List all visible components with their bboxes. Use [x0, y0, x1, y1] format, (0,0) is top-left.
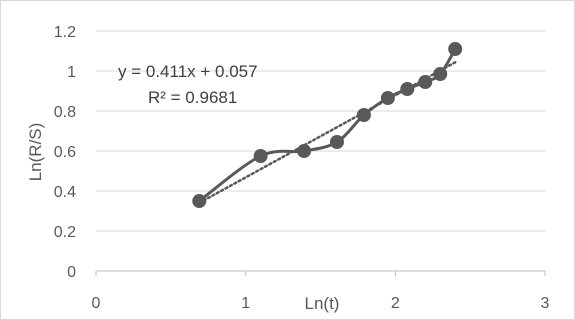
- x-tick-labels: 0 1 2 3: [92, 295, 550, 312]
- data-point: [433, 67, 448, 81]
- data-point: [356, 108, 371, 122]
- data-point: [192, 194, 207, 208]
- series-layer: [192, 42, 463, 208]
- trendline-layer: [198, 61, 457, 205]
- x-tick-label: 2: [391, 295, 400, 312]
- y-tick-label: 0: [67, 264, 76, 281]
- series-line: [197, 47, 457, 203]
- y-tick-label: 0.6: [54, 144, 76, 161]
- y-tick-label: 1.2: [54, 24, 76, 41]
- y-axis-title: Ln(R/S): [26, 123, 45, 182]
- data-point: [418, 75, 433, 89]
- r-squared-label: R² = 0.9681: [148, 88, 237, 107]
- y-tick-label: 1: [67, 64, 76, 81]
- y-tick-labels: 0 0.2 0.4 0.6 0.8 1 1.2: [54, 24, 76, 281]
- data-point: [329, 135, 344, 149]
- x-axis-title: Ln(t): [305, 294, 340, 313]
- data-point: [400, 82, 415, 96]
- x-tick-label: 0: [92, 295, 101, 312]
- trendline-equation: y = 0.411x + 0.057: [118, 62, 258, 81]
- data-point: [297, 144, 312, 158]
- data-point: [380, 91, 395, 105]
- y-tick-label: 0.2: [54, 224, 76, 241]
- trendline: [198, 61, 457, 205]
- data-point: [448, 42, 463, 56]
- y-tick-label: 0.4: [54, 184, 76, 201]
- gridlines: [95, 30, 546, 276]
- data-point: [253, 149, 268, 163]
- y-tick-label: 0.8: [54, 104, 76, 121]
- x-tick-label: 3: [541, 295, 550, 312]
- x-tick-label: 1: [241, 295, 250, 312]
